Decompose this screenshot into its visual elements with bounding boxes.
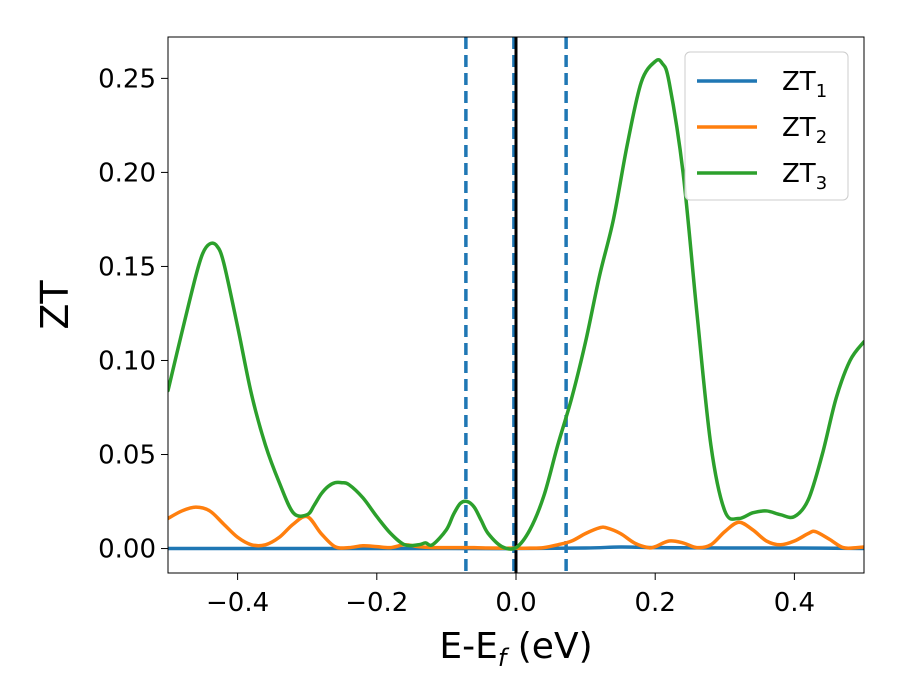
legend: ZT1 ZT2 ZT3 <box>684 51 849 201</box>
legend-label-zt3: ZT3 <box>782 159 827 194</box>
series-line-zt3 <box>168 58 864 551</box>
y-tick-label: 0.15 <box>98 252 156 282</box>
legend-label-zt1: ZT1 <box>782 67 827 102</box>
y-tick-label: 0.05 <box>98 441 156 471</box>
y-tick-label: 0.00 <box>98 535 156 565</box>
x-axis-label-suffix: (eV) <box>506 626 592 667</box>
x-axis-label: E-Ef (eV) <box>439 626 592 672</box>
legend-box <box>684 51 849 201</box>
x-axis: −0.4 −0.2 0.0 0.2 0.4 <box>206 573 815 618</box>
x-tick-label: 0.0 <box>495 588 536 618</box>
reference-lines <box>464 37 568 573</box>
y-tick-label: 0.20 <box>98 158 156 188</box>
series-line-zt2 <box>168 505 864 551</box>
x-axis-label-base: E-E <box>439 626 497 667</box>
legend-label-zt2: ZT2 <box>782 113 827 148</box>
y-axis: 0.00 0.05 0.10 0.15 0.20 0.25 <box>98 64 168 565</box>
y-tick-label: 0.25 <box>98 64 156 94</box>
x-tick-label: 0.2 <box>635 588 676 618</box>
y-tick-label: 0.10 <box>98 346 156 376</box>
y-axis-label: ZT <box>33 280 77 330</box>
series-line-zt1 <box>168 545 864 551</box>
x-tick-label: −0.4 <box>206 588 269 618</box>
x-tick-label: −0.2 <box>345 588 408 618</box>
series-lines <box>168 58 864 551</box>
x-tick-label: 0.4 <box>774 588 815 618</box>
